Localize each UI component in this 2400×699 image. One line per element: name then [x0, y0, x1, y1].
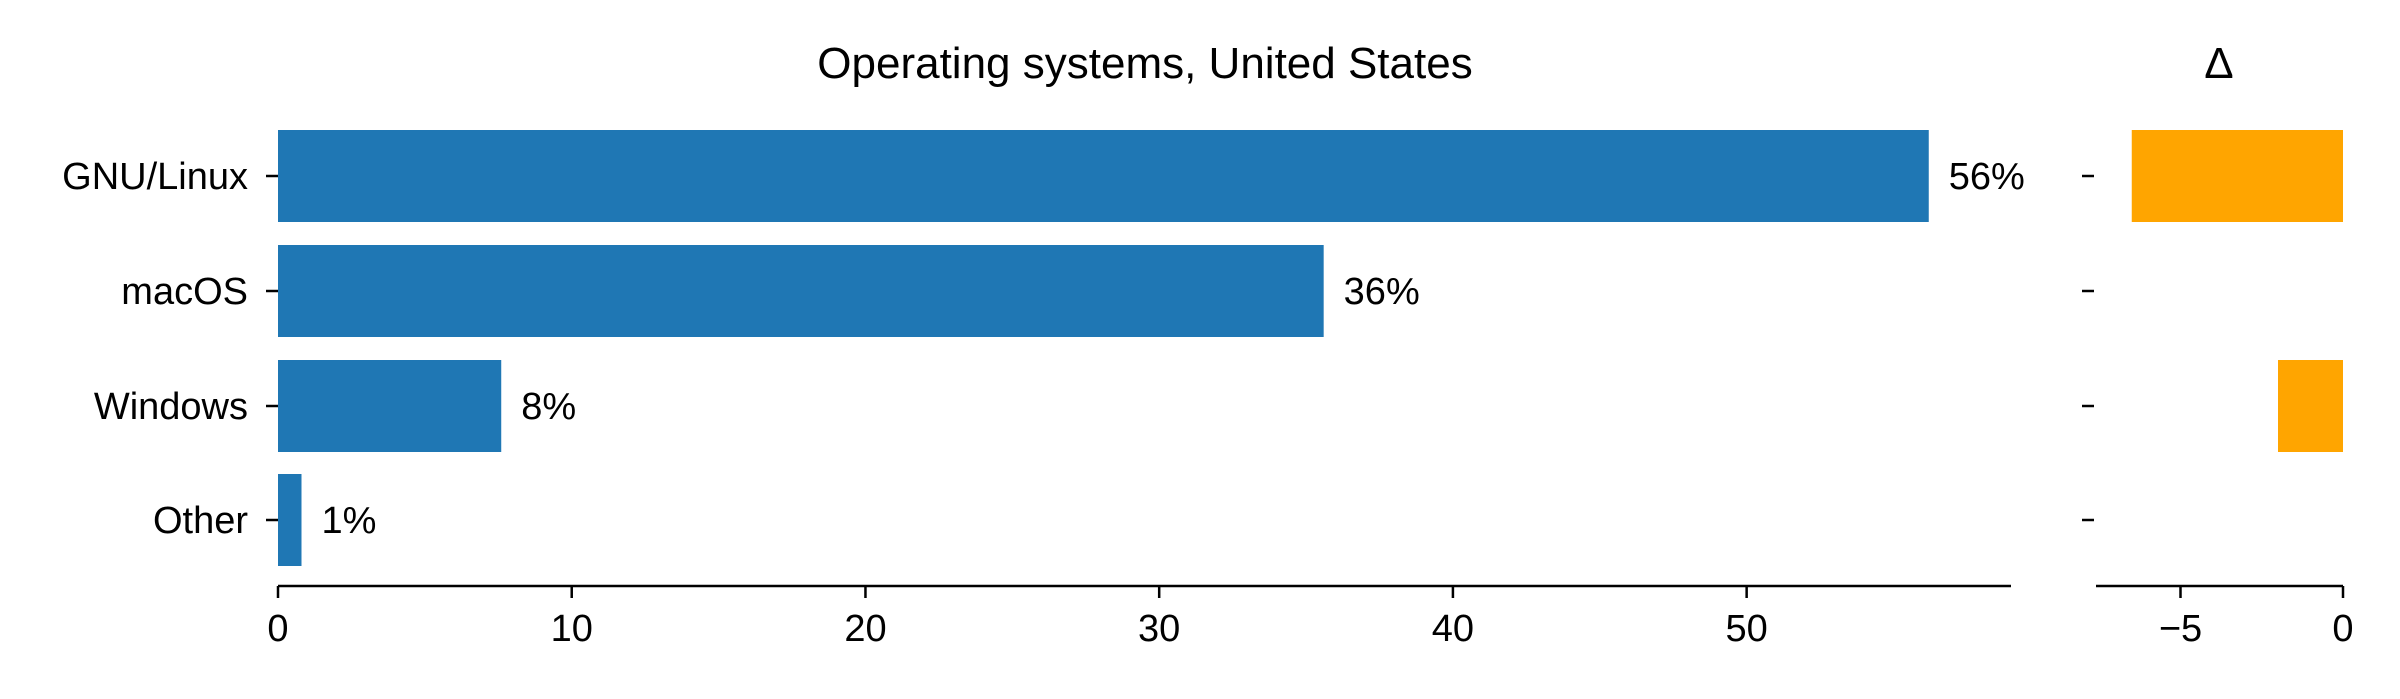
bar-value-label: 1% [321, 500, 376, 542]
x-tick-label: 0 [267, 608, 288, 650]
bar [278, 360, 502, 452]
bar-value-label: 8% [521, 386, 576, 428]
delta-bar [2131, 130, 2343, 222]
x-tick-label: 50 [1726, 608, 1768, 650]
bar [278, 130, 1929, 222]
delta-bar-plot: −5 0 [2082, 130, 2354, 650]
bar-value-label: 56% [1949, 156, 2025, 198]
category-label: macOS [121, 271, 248, 313]
chart-title: Operating systems, United States [817, 39, 1472, 88]
x-tick-label: 10 [551, 608, 593, 650]
bar [278, 474, 302, 566]
category-label: Other [153, 500, 248, 542]
delta-bar [2278, 360, 2343, 452]
delta-x-tick-label: −5 [2159, 608, 2202, 650]
bar [278, 245, 1324, 337]
category-label: Windows [94, 386, 248, 428]
bar-value-label: 36% [1344, 271, 1420, 313]
delta-x-tick-label: 0 [2332, 608, 2353, 650]
delta-chart-title: Δ [2204, 39, 2233, 88]
x-tick-label: 30 [1138, 608, 1180, 650]
main-bar-plot: GNU/Linux 56% macOS 36% Windows 8% Other 1% 0 10 2… [62, 130, 2025, 650]
category-label: GNU/Linux [62, 156, 248, 198]
x-tick-label: 40 [1432, 608, 1474, 650]
x-tick-label: 20 [844, 608, 886, 650]
